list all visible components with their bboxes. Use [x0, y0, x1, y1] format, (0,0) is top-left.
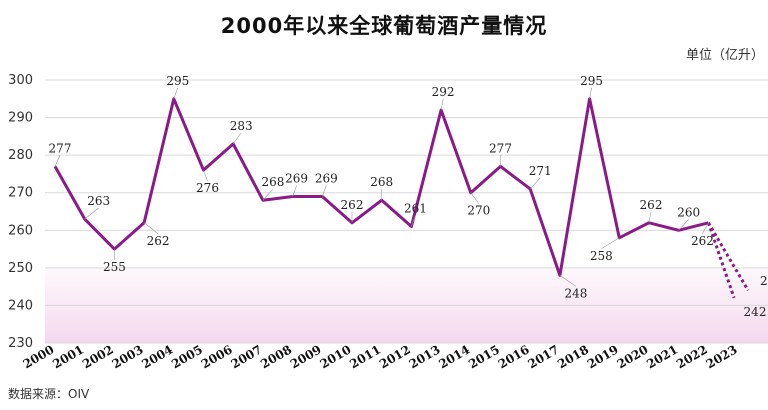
label-leader	[648, 211, 652, 223]
x-tick-label: 2017	[525, 342, 561, 371]
data-label: 271	[529, 164, 552, 178]
data-label: 292	[432, 85, 455, 99]
label-leader	[292, 185, 297, 197]
data-label: 268	[370, 175, 393, 189]
label-leader	[601, 237, 620, 250]
data-label: 277	[49, 141, 72, 155]
label-leader	[702, 222, 709, 234]
x-tick-label: 2018	[555, 342, 591, 371]
x-tick-label: 2013	[407, 342, 443, 371]
label-leader	[84, 207, 99, 220]
data-label: 255	[103, 260, 126, 274]
y-tick-label: 290	[8, 111, 33, 126]
data-label: 270	[467, 204, 490, 218]
x-tick-label: 2022	[674, 342, 710, 371]
data-label: 283	[230, 119, 253, 133]
label-leader	[470, 192, 480, 204]
y-tick-label: 250	[8, 261, 33, 276]
label-leader	[411, 215, 416, 227]
unit-label: 单位（亿升）	[685, 48, 764, 63]
data-label: 269	[285, 171, 308, 185]
x-tick-label: 2001	[50, 342, 86, 371]
x-tick-label: 2012	[377, 342, 413, 371]
label-leader	[203, 170, 208, 182]
label-leader	[173, 87, 179, 99]
forecast-line	[707, 222, 750, 292]
x-tick-label: 2021	[644, 342, 680, 371]
label-leader	[440, 99, 444, 111]
x-tick-label: 2003	[110, 342, 146, 371]
data-label: 262	[640, 198, 663, 212]
x-tick-label: 2007	[228, 342, 264, 371]
label-leader	[678, 219, 689, 231]
y-tick-label: 300	[8, 73, 33, 88]
data-label: 295	[580, 74, 603, 88]
x-tick-label: 2023	[704, 342, 740, 371]
label-leader	[232, 132, 242, 145]
data-label: 258	[590, 249, 613, 263]
x-tick-label: 2011	[347, 342, 383, 371]
data-label: 295	[166, 74, 189, 88]
data-label: 276	[196, 181, 219, 195]
x-tick-label: 2015	[466, 342, 502, 371]
label-leader	[143, 222, 159, 235]
data-label: 262	[341, 198, 364, 212]
label-leader	[262, 189, 274, 201]
x-tick-label: 2010	[318, 342, 354, 371]
x-tick-label: 2004	[139, 342, 175, 371]
forecast-line	[706, 222, 736, 299]
line-chart: 2302402502602702802903002000200120022003…	[8, 73, 768, 371]
y-tick-label: 270	[8, 186, 33, 201]
data-label: 262	[147, 234, 170, 248]
x-tick-label: 2006	[199, 342, 235, 371]
data-label: 248	[564, 286, 587, 300]
label-leader	[559, 275, 577, 287]
label-leader	[322, 185, 327, 197]
label-leader	[589, 87, 592, 99]
data-label: 268	[261, 175, 284, 189]
data-label: 263	[87, 194, 110, 208]
y-tick-label: 230	[8, 336, 33, 351]
x-tick-label: 2016	[496, 342, 532, 371]
x-tick-label: 2009	[288, 342, 324, 371]
y-tick-label: 240	[8, 298, 33, 313]
chart-title: 2000年以来全球葡萄酒产量情况	[220, 14, 548, 38]
data-label: 269	[315, 171, 338, 185]
x-tick-label: 2020	[615, 342, 651, 371]
label-leader	[54, 155, 61, 167]
y-tick-label: 260	[8, 223, 33, 238]
x-tick-label: 2005	[169, 342, 205, 371]
data-label: 242	[744, 305, 767, 319]
data-label: 244	[760, 274, 768, 288]
data-label: 277	[489, 141, 512, 155]
data-label: 260	[677, 205, 700, 219]
source-note: 数据来源：OIV	[8, 387, 90, 401]
data-label: 262	[691, 234, 714, 248]
x-tick-label: 2002	[80, 342, 116, 371]
label-leader	[529, 177, 541, 190]
x-tick-label: 2008	[258, 342, 294, 371]
data-label: 261	[404, 202, 427, 216]
y-tick-label: 280	[8, 148, 33, 163]
x-tick-label: 2019	[585, 342, 621, 371]
x-tick-label: 2014	[436, 342, 472, 371]
